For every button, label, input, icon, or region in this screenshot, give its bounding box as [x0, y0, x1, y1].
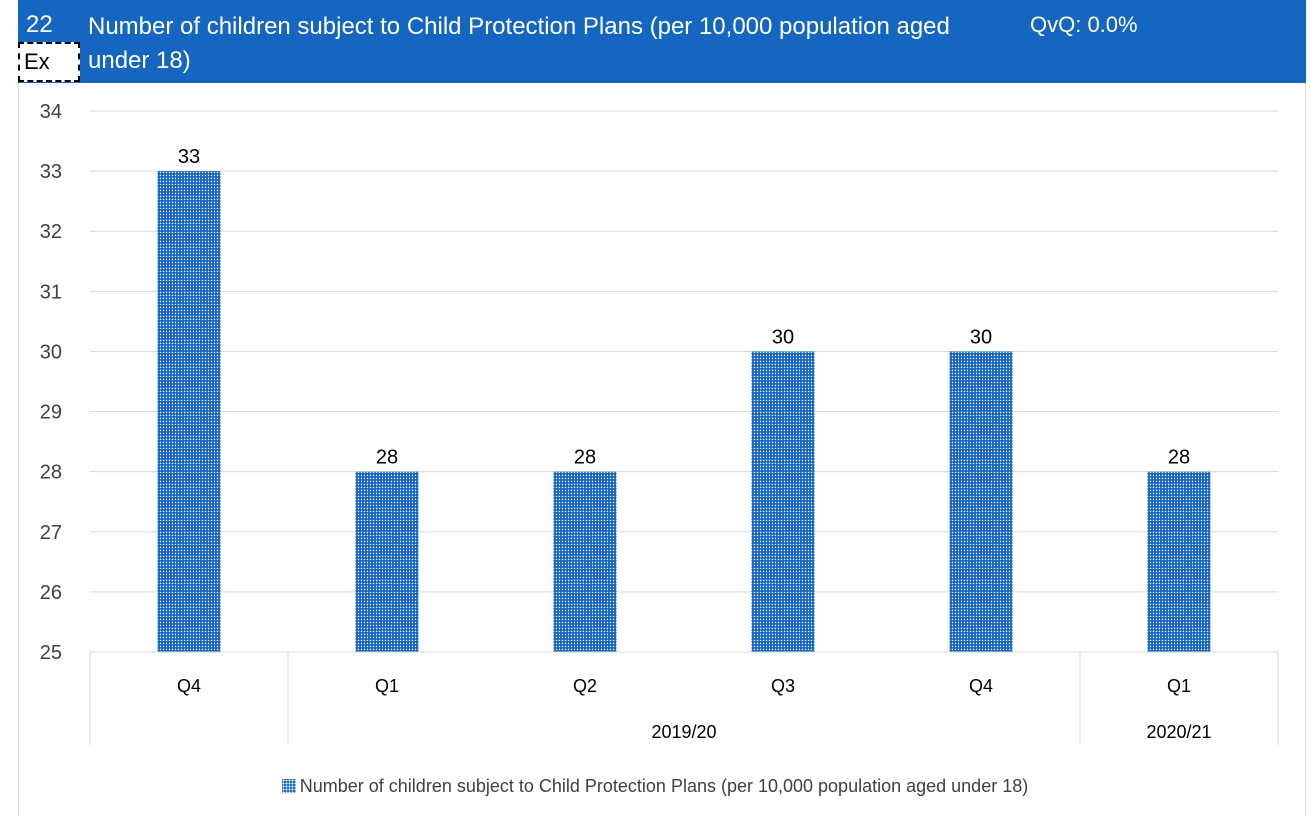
- y-tick-label: 33: [40, 161, 62, 183]
- x-category-label: Q4: [969, 676, 993, 696]
- y-tick-label: 31: [40, 281, 62, 303]
- data-label: 28: [376, 447, 398, 469]
- chart-title: Number of children subject to Child Prot…: [88, 13, 950, 74]
- x-category-label: Q3: [771, 676, 795, 696]
- legend-swatch: [281, 779, 296, 793]
- kpi-number: 22: [26, 11, 53, 38]
- bar: [157, 171, 221, 652]
- data-label: 30: [772, 326, 794, 348]
- x-group-label: 2020/21: [1146, 722, 1211, 742]
- x-category-label: Q2: [573, 676, 597, 696]
- bar: [751, 351, 815, 652]
- y-tick-label: 27: [40, 522, 62, 544]
- qvq-value: QvQ: 0.0%: [1030, 12, 1138, 37]
- y-tick-label: 25: [40, 642, 62, 664]
- bar: [949, 351, 1013, 652]
- bar: [355, 471, 419, 652]
- y-tick-label: 34: [40, 101, 62, 123]
- x-group-label: 2019/20: [651, 722, 716, 742]
- legend-label: Number of children subject to Child Prot…: [299, 776, 1029, 796]
- y-tick-label: 28: [40, 462, 62, 484]
- x-category-label: Q4: [177, 676, 201, 696]
- bar: [1147, 471, 1211, 652]
- chart-area: [18, 83, 1306, 816]
- y-tick-label: 29: [40, 402, 62, 424]
- y-tick-label: 30: [40, 341, 62, 363]
- chart-legend: Number of children subject to Child Prot…: [0, 776, 1310, 797]
- ex-text-box[interactable]: Ex: [18, 42, 80, 82]
- bar: [553, 471, 617, 652]
- x-category-label: Q1: [375, 676, 399, 696]
- data-label: 28: [1168, 447, 1190, 469]
- data-label: 28: [574, 447, 596, 469]
- chart-header: 22 Number of children subject to Child P…: [18, 0, 1306, 83]
- x-category-label: Q1: [1167, 676, 1191, 696]
- data-label: 30: [970, 326, 992, 348]
- y-tick-label: 26: [40, 582, 62, 604]
- data-label: 33: [178, 146, 200, 168]
- y-tick-label: 32: [40, 221, 62, 243]
